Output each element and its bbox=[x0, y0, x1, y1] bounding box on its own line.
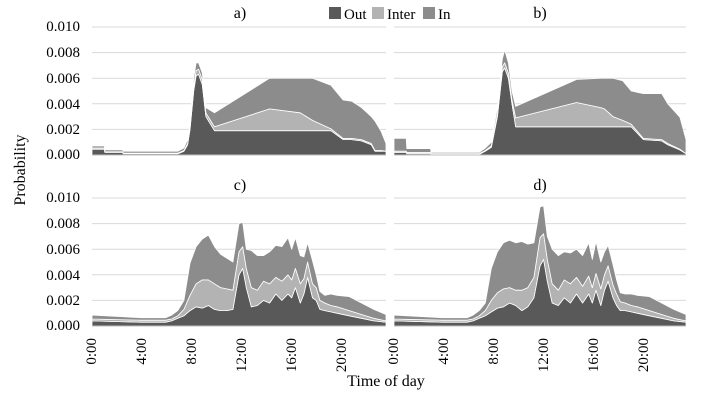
x-tick-label: 20:00 bbox=[334, 338, 350, 372]
area-series-in bbox=[91, 221, 387, 322]
area-series-in bbox=[91, 62, 387, 154]
x-tick-label: 8:00 bbox=[486, 338, 502, 365]
x-tick-label: 12:00 bbox=[536, 338, 552, 372]
area-series-out bbox=[393, 259, 687, 327]
x-tick-label: 20:00 bbox=[636, 338, 652, 372]
x-tick-label: 12:00 bbox=[234, 338, 250, 372]
y-tick-label: 0.000 bbox=[46, 147, 80, 163]
y-tick-label: 0.002 bbox=[46, 293, 80, 309]
y-tick-label: 0.006 bbox=[46, 242, 80, 258]
y-tick-labels-bottom: 0.000 0.002 0.004 0.006 0.008 0.010 bbox=[46, 190, 80, 334]
y-tick-label: 0.010 bbox=[46, 19, 80, 35]
legend-label-in: In bbox=[438, 7, 451, 23]
legend-swatch-in bbox=[423, 7, 435, 19]
y-tick-label: 0.006 bbox=[46, 71, 80, 87]
area-series-in bbox=[393, 205, 687, 322]
legend: Out Inter In bbox=[329, 7, 451, 23]
y-axis-title: Probability bbox=[12, 134, 29, 205]
y-tick-label: 0.002 bbox=[46, 122, 80, 138]
legend-swatch-inter bbox=[372, 7, 384, 19]
x-axis-title: Time of day bbox=[347, 373, 425, 390]
y-tick-label: 0.004 bbox=[46, 268, 80, 284]
x-tick-label: 16:00 bbox=[586, 338, 602, 372]
y-tick-labels-top: 0.000 0.002 0.004 0.006 0.008 0.010 bbox=[46, 19, 80, 163]
legend-label-out: Out bbox=[344, 7, 367, 23]
x-tick-label: 8:00 bbox=[184, 338, 200, 365]
panel-title: a) bbox=[234, 5, 246, 22]
legend-swatch-out bbox=[329, 7, 341, 19]
x-tick-label: 4:00 bbox=[436, 338, 452, 365]
y-tick-label: 0.008 bbox=[46, 216, 80, 232]
panels: a) b) c) d) bbox=[91, 5, 687, 327]
panel-title: d) bbox=[533, 177, 546, 194]
area-series-in bbox=[393, 49, 687, 155]
y-tick-label: 0.004 bbox=[46, 97, 80, 113]
panel-title: c) bbox=[234, 177, 246, 194]
legend-label-inter: Inter bbox=[387, 7, 415, 23]
panel-title: b) bbox=[533, 5, 546, 22]
y-tick-label: 0.008 bbox=[46, 45, 80, 61]
x-tick-label: 16:00 bbox=[284, 338, 300, 372]
y-tick-label: 0.000 bbox=[46, 318, 80, 334]
x-tick-label: 0:00 bbox=[84, 338, 100, 365]
x-tick-labels-right: 0:00 4:00 8:00 12:00 16:00 20:00 bbox=[386, 338, 652, 372]
x-tick-labels-left: 0:00 4:00 8:00 12:00 16:00 20:00 bbox=[84, 338, 350, 372]
x-tick-label: 0:00 bbox=[386, 338, 402, 365]
x-tick-label: 4:00 bbox=[134, 338, 150, 365]
y-tick-label: 0.010 bbox=[46, 190, 80, 206]
